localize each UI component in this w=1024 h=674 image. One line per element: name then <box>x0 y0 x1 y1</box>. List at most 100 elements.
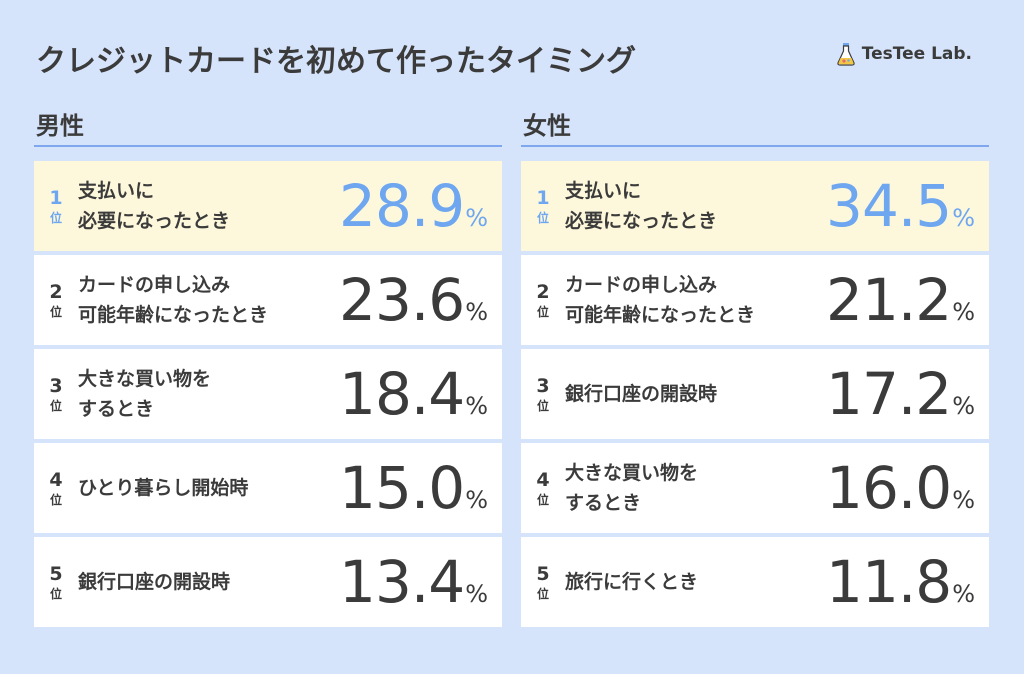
rank-row: 2 位カードの申し込み 可能年齢になったとき 21.2% <box>521 255 989 345</box>
percentage-value: 34.5% <box>826 172 975 240</box>
timing-label: ひとり暮らし開始時 <box>78 473 328 503</box>
timing-label: 支払いに必要になったとき <box>78 176 328 236</box>
female-panel-divider <box>521 145 989 147</box>
rank-suffix: 位 <box>536 492 549 507</box>
male-panel-title: 男性 <box>36 112 84 140</box>
timing-label: カードの申し込み可能年齢になったとき <box>78 270 328 330</box>
percentage-value: 13.4% <box>339 548 488 616</box>
rank-suffix: 位 <box>536 398 549 413</box>
timing-label: 銀行口座の開設時 <box>78 567 328 597</box>
rank-row: 3 位大きな買い物を するとき 18.4% <box>34 349 502 439</box>
rank-row: 1 位支払いに 必要になったとき 28.9% <box>34 161 502 251</box>
percent-sign: % <box>952 580 975 608</box>
timing-label-line: 銀行口座の開設時 <box>565 383 718 405</box>
brand-name: TesTee Lab. <box>861 44 972 64</box>
male-panel: 男性 1 位支払いに 必要になったとき 28.9% 2 位カードの申し込み 可能年齢になった… <box>34 108 502 631</box>
percentage-value: 15.0% <box>339 454 488 522</box>
rank-row: 5 位旅行に行くとき 11.8% <box>521 537 989 627</box>
female-panel: 女性 1 位支払いに 必要になったとき 34.5% 2 位カードの申し込み 可能年齢になった… <box>521 108 989 631</box>
rank-row: 3 位銀行口座の開設時 17.2% <box>521 349 989 439</box>
timing-label-line: 銀行口座の開設時 <box>78 571 231 593</box>
percent-sign: % <box>465 204 488 232</box>
timing-label-line: するとき <box>565 492 642 514</box>
rank-suffix: 位 <box>49 586 62 601</box>
rank-suffix: 位 <box>536 586 549 601</box>
percentage-value: 23.6% <box>339 266 488 334</box>
rank-suffix: 位 <box>49 492 62 507</box>
rank-number: 4 <box>49 468 63 491</box>
percent-sign: % <box>465 580 488 608</box>
rank-row: 4 位ひとり暮らし開始時 15.0% <box>34 443 502 533</box>
timing-label-line: 旅行に行くとき <box>565 571 699 593</box>
male-panel-divider <box>34 145 502 147</box>
timing-label-line: 可能年齢になったとき <box>565 304 756 326</box>
page-title: クレジットカードを初めて作ったタイミング <box>36 44 636 79</box>
timing-label-line: 可能年齢になったとき <box>78 304 269 326</box>
timing-label: 大きな買い物を するとき <box>78 364 328 424</box>
percentage-value: 18.4% <box>339 360 488 428</box>
timing-label-line: 必要になったとき <box>78 210 231 232</box>
percent-sign: % <box>952 298 975 326</box>
percent-sign: % <box>465 486 488 514</box>
timing-label: 支払いに必要になったとき <box>565 176 815 236</box>
rank-number: 2 <box>49 280 63 303</box>
timing-label-line: カードの申し込み <box>78 274 231 296</box>
percentage-number: 17.2 <box>826 360 952 428</box>
timing-label-line: 大きな買い物を <box>565 462 699 484</box>
rank-number: 1 <box>536 186 550 209</box>
percentage-value: 28.9% <box>339 172 488 240</box>
rank-number: 4 <box>536 468 550 491</box>
rank-number: 5 <box>536 562 550 585</box>
rank-number: 1 <box>49 186 63 209</box>
percentage-value: 16.0% <box>826 454 975 522</box>
percentage-number: 15.0 <box>339 454 465 522</box>
rank-row: 4 位大きな買い物を するとき 16.0% <box>521 443 989 533</box>
rank-suffix: 位 <box>49 304 62 319</box>
timing-label: 旅行に行くとき <box>565 567 815 597</box>
timing-label-line: 必要になったとき <box>565 210 718 232</box>
timing-label-line: カードの申し込み <box>565 274 718 296</box>
percent-sign: % <box>952 486 975 514</box>
timing-label-line: するとき <box>78 398 155 420</box>
rank-row: 2 位カードの申し込み 可能年齢になったとき 23.6% <box>34 255 502 345</box>
brand-logo: TesTee Lab. <box>836 42 972 66</box>
percentage-number: 23.6 <box>339 266 465 334</box>
percentage-number: 34.5 <box>826 172 952 240</box>
timing-label-line: ひとり暮らし開始時 <box>78 477 249 499</box>
rank-row: 1 位支払いに 必要になったとき 34.5% <box>521 161 989 251</box>
percentage-number: 13.4 <box>339 548 465 616</box>
flask-icon <box>837 43 855 66</box>
female-rank-list: 1 位支払いに 必要になったとき 34.5% 2 位カードの申し込み 可能年齢になったとき 2… <box>521 161 989 627</box>
percentage-value: 17.2% <box>826 360 975 428</box>
rank-number: 2 <box>536 280 550 303</box>
timing-label-line: 支払いに <box>565 180 642 202</box>
percent-sign: % <box>952 204 975 232</box>
percentage-number: 28.9 <box>339 172 465 240</box>
rank-suffix: 位 <box>536 304 549 319</box>
percent-sign: % <box>465 392 488 420</box>
rank-suffix: 位 <box>49 210 62 225</box>
percentage-value: 21.2% <box>826 266 975 334</box>
percent-sign: % <box>952 392 975 420</box>
rank-number: 5 <box>49 562 63 585</box>
timing-label: 大きな買い物を するとき <box>565 458 815 518</box>
percentage-number: 11.8 <box>826 548 952 616</box>
percentage-value: 11.8% <box>826 548 975 616</box>
rank-suffix: 位 <box>49 398 62 413</box>
percentage-number: 16.0 <box>826 454 952 522</box>
timing-label-line: 支払いに <box>78 180 155 202</box>
timing-label: カードの申し込み可能年齢になったとき <box>565 270 815 330</box>
female-panel-title: 女性 <box>523 112 571 140</box>
percentage-number: 18.4 <box>339 360 465 428</box>
rank-row: 5 位銀行口座の開設時 13.4% <box>34 537 502 627</box>
